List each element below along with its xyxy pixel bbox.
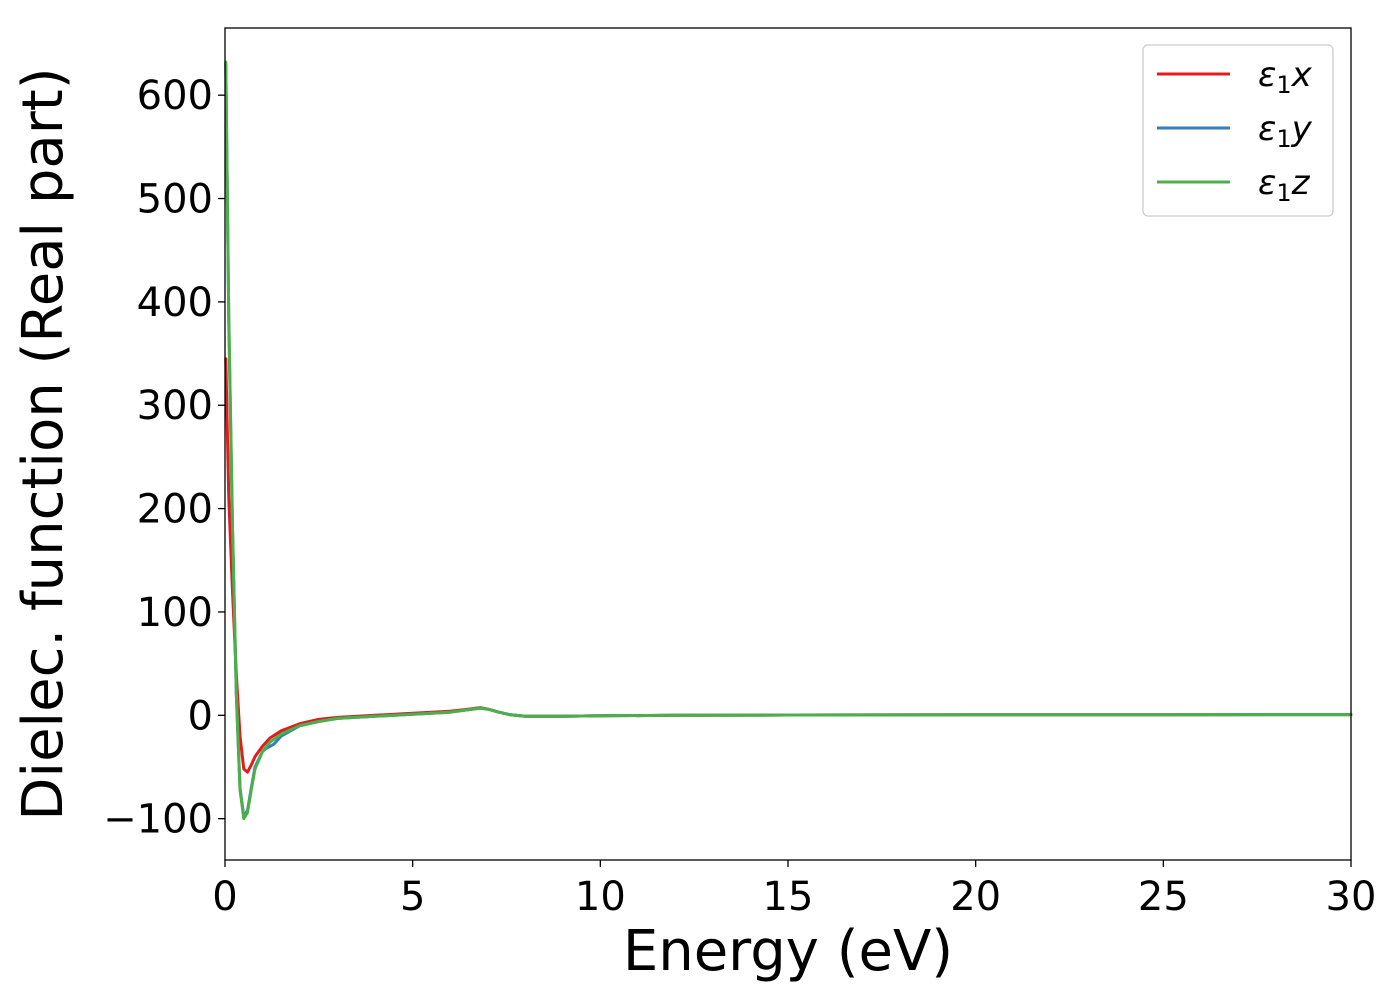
y-tick-label: 0: [188, 693, 213, 739]
legend-label-1: ε1y: [1258, 109, 1313, 153]
y-tick-label: 600: [137, 73, 213, 119]
x-axis-label: Energy (eV): [623, 919, 953, 984]
legend-label-0: ε1x: [1258, 55, 1313, 99]
y-tick-label: 300: [137, 383, 213, 429]
y-tick-label: 400: [137, 280, 213, 326]
x-tick-label: 15: [763, 874, 814, 920]
series-layer: [224, 60, 1353, 821]
y-tick-label: 100: [137, 590, 213, 636]
x-tick-label: 25: [1138, 874, 1189, 920]
x-axis-ticks: 0 5 10 15 20 25 30: [212, 860, 1376, 920]
y-axis-ticks: −100 0 100 200 300 400 500 600: [103, 73, 225, 843]
y-axis-label: Dielec. function (Real part): [11, 67, 76, 820]
y-tick-label: 200: [137, 487, 213, 533]
legend: ε1x ε1y ε1z: [1142, 44, 1334, 217]
x-tick-label: 5: [400, 874, 425, 920]
x-tick-label: 20: [950, 874, 1001, 920]
x-tick-label: 30: [1326, 874, 1377, 920]
series-line-2: [224, 60, 1353, 821]
x-tick-label: 0: [212, 874, 237, 920]
x-tick-label: 10: [575, 874, 626, 920]
y-tick-label: −100: [103, 797, 213, 843]
legend-label-2: ε1z: [1258, 163, 1311, 207]
y-tick-label: 500: [137, 177, 213, 223]
legend-box: [1142, 44, 1334, 217]
